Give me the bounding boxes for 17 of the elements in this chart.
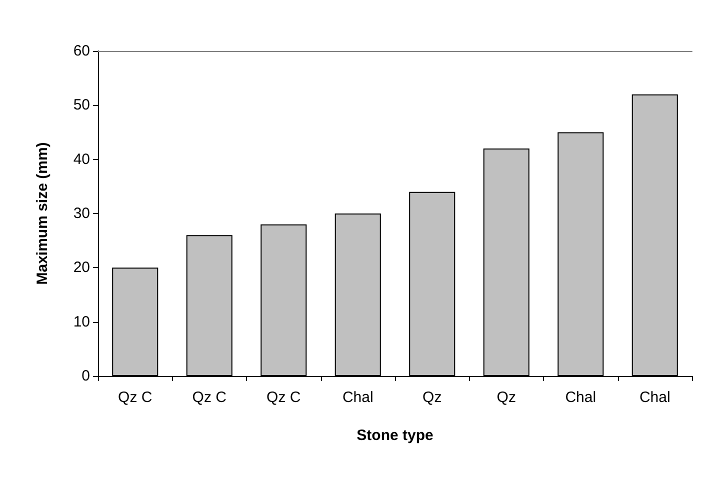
x-tick-label: Chal [565, 389, 596, 406]
x-tick-label: Qz [422, 389, 442, 406]
y-tick-label: 10 [73, 313, 90, 330]
x-tick-label: Chal [342, 389, 374, 406]
y-tick-label: 60 [73, 42, 90, 60]
x-tick-label: Qz C [118, 389, 152, 406]
x-tick-label: Qz C [192, 389, 227, 406]
x-axis-title: Stone type [356, 427, 434, 444]
y-tick-label: 20 [73, 259, 90, 276]
y-tick-label: 0 [82, 368, 90, 384]
x-tick-label: Qz [496, 389, 516, 406]
y-tick-label: 50 [73, 96, 90, 114]
x-tick-label: Chal [639, 389, 670, 406]
y-axis-title: Maximum size (mm) [34, 142, 51, 285]
y-tick-label: 30 [73, 205, 90, 222]
y-tick-label: 40 [73, 150, 90, 168]
x-tick-label: Qz C [266, 389, 301, 406]
